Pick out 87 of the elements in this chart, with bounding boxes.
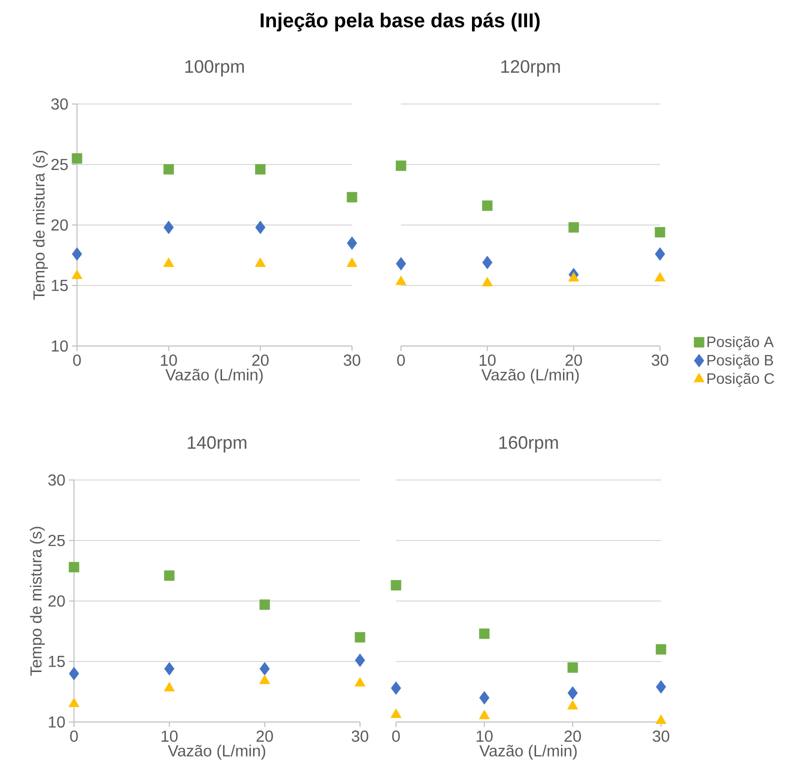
x-tick-label: 30 xyxy=(652,730,670,742)
point xyxy=(72,270,82,280)
legend-label: Posição C xyxy=(707,372,774,387)
x-tick-label: 30 xyxy=(344,354,360,366)
point xyxy=(479,691,490,704)
point xyxy=(164,220,174,234)
point xyxy=(68,562,80,572)
point xyxy=(396,160,406,171)
point xyxy=(259,674,270,684)
y-axis-title: Tempo de mistura (s) xyxy=(32,150,48,300)
y-axis-title: Tempo de mistura (s) xyxy=(30,526,45,676)
x-tick-label: 30 xyxy=(652,354,668,366)
x-tick-label: 0 xyxy=(397,354,405,366)
y-tick-label: 10 xyxy=(48,716,65,728)
y-tick-label: 25 xyxy=(48,534,65,546)
point xyxy=(568,686,578,700)
point xyxy=(482,200,493,211)
text: Injeção pela base das pás (III) xyxy=(260,12,540,32)
point xyxy=(390,708,402,718)
x-tick-label: 0 xyxy=(70,730,78,742)
y-tick-label: 30 xyxy=(48,474,65,486)
point xyxy=(654,247,666,261)
x-axis-title: Vazão (L/min) xyxy=(479,744,577,760)
chart-subtitle: 100rpm xyxy=(185,60,244,76)
point xyxy=(354,654,366,667)
point xyxy=(478,710,490,720)
point xyxy=(482,276,493,286)
x-tick-label: 30 xyxy=(352,730,368,742)
x-axis-title: Vazão (L/min) xyxy=(168,744,266,760)
point xyxy=(567,700,578,710)
point xyxy=(346,258,358,267)
point xyxy=(396,276,406,286)
x-tick-label: 20 xyxy=(566,354,582,366)
x-tick-label: 20 xyxy=(564,730,581,742)
x-tick-label: 10 xyxy=(476,730,493,742)
x-axis-title: Vazão (L/min) xyxy=(165,368,263,384)
point xyxy=(354,632,366,642)
chart-title: 160rpm xyxy=(499,436,558,452)
x-tick-label: 0 xyxy=(73,354,81,366)
point xyxy=(656,680,666,694)
point xyxy=(259,599,270,610)
point xyxy=(346,192,358,202)
point xyxy=(68,698,80,708)
point xyxy=(163,164,174,175)
point xyxy=(346,236,358,250)
point xyxy=(656,644,666,655)
point xyxy=(482,256,492,270)
x-tick-label: 10 xyxy=(162,730,178,742)
y-tick-label: 30 xyxy=(51,98,68,110)
x-tick-label: 0 xyxy=(392,730,400,742)
point xyxy=(254,258,266,267)
point xyxy=(656,714,666,724)
legend-label: Posição B xyxy=(707,354,773,369)
x-axis-title: Vazão (L/min) xyxy=(481,368,579,384)
point xyxy=(568,222,579,233)
chart-title: 120rpm xyxy=(501,60,560,76)
y-tick-label: 10 xyxy=(52,340,68,352)
point xyxy=(567,662,578,673)
point xyxy=(164,570,175,581)
point xyxy=(255,164,266,175)
x-tick-label: 20 xyxy=(252,354,269,366)
point xyxy=(164,682,175,692)
point xyxy=(163,258,174,267)
x-tick-label: 10 xyxy=(160,354,177,366)
y-tick-label: 15 xyxy=(52,280,68,292)
point xyxy=(568,272,580,282)
point xyxy=(354,677,366,686)
point xyxy=(72,247,82,261)
point xyxy=(68,666,80,680)
point xyxy=(390,681,402,695)
point xyxy=(164,662,174,676)
y-tick-label: 15 xyxy=(48,656,65,668)
point xyxy=(396,257,406,270)
point xyxy=(255,220,266,234)
x-tick-label: 20 xyxy=(256,730,273,742)
point xyxy=(390,580,402,590)
legend-label: Posição A xyxy=(707,336,774,350)
x-tick-label: 10 xyxy=(480,354,496,366)
chart-title: 140rpm xyxy=(188,436,246,452)
point xyxy=(260,662,270,676)
point xyxy=(72,153,82,164)
point xyxy=(654,227,666,238)
point xyxy=(479,628,490,639)
y-tick-label: 20 xyxy=(51,219,68,231)
y-tick-label: 20 xyxy=(48,595,65,607)
point xyxy=(654,272,666,282)
y-tick-label: 25 xyxy=(51,158,68,170)
